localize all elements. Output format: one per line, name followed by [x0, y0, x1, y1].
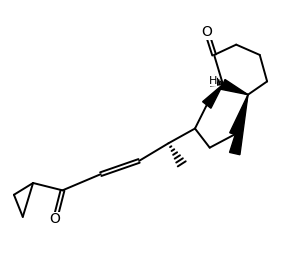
Polygon shape: [202, 84, 223, 108]
Polygon shape: [229, 95, 248, 155]
Polygon shape: [221, 80, 248, 95]
Text: O: O: [50, 212, 60, 226]
Text: O: O: [201, 25, 212, 39]
Polygon shape: [230, 95, 248, 136]
Text: H: H: [208, 76, 217, 86]
